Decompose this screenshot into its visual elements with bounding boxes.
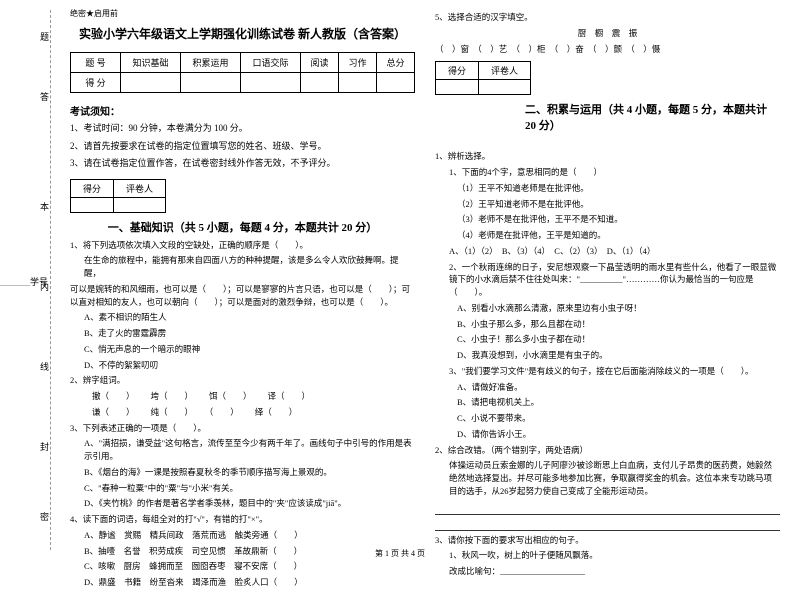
q1-option: D、不停的絮絮叨叨 xyxy=(84,359,415,372)
right-column: 5、选择合适的汉字填空。 厨 橱 震 振 （ ）窗 （ ）艺 （ ）柜 （ ）奋… xyxy=(425,0,790,600)
q2-row: 撤（ ）垮（ ）饵（ ）译（ ） xyxy=(92,390,415,403)
q3-option: D、《夹竹桃》的作者是著名学者季羡林，题目中的"夹"应该读成"jiā"。 xyxy=(84,497,415,510)
sq1-opt: A、请做好准备。 xyxy=(457,381,780,394)
sq1-stem: 1、辨析选择。 xyxy=(435,150,780,163)
score-header: 总分 xyxy=(376,53,414,73)
sq2-text: 体操运动员丘索金娜的儿子阿廖沙被诊断思上白血病，支付儿子昂贵的医药费，她毅然绝然… xyxy=(449,459,780,497)
sq1-options: A、（1）（2） B、（3）（4） C、（2）（3） D、（1）（4） xyxy=(449,245,780,258)
mini-cell[interactable] xyxy=(71,197,114,212)
score-table: 题 号 知识基础 积累运用 口语交际 阅读 习作 总分 得 分 xyxy=(70,52,415,93)
score-header: 习作 xyxy=(339,53,377,73)
mini-cell: 评卷人 xyxy=(114,179,166,197)
sq1-sub: 1、下面的4个字，意思相同的是（ ） xyxy=(449,166,780,179)
sq1-line: （3）老师不是在批评他，王平不是不知道。 xyxy=(457,213,780,226)
seal-line xyxy=(50,10,51,550)
exam-rules: 1、考试时间：90 分钟，本卷满分为 100 分。 2、请首先按要求在试卷的指定… xyxy=(70,122,415,171)
mini-cell: 评卷人 xyxy=(479,62,531,80)
grader-table: 得分评卷人 xyxy=(70,179,166,213)
seal-char: 密 xyxy=(40,510,49,523)
sq1-opt: C、小虫子！那么多小虫子都在动！ xyxy=(457,333,780,346)
left-column: 绝密★启用前 实验小学六年级语文上学期强化训练试卷 新人教版（含答案） 题 号 … xyxy=(60,0,425,600)
q1-option: B、走了火的雷霆霹雳 xyxy=(84,327,415,340)
page-content: 绝密★启用前 实验小学六年级语文上学期强化训练试卷 新人教版（含答案） 题 号 … xyxy=(60,0,790,600)
score-header: 题 号 xyxy=(71,53,121,73)
score-cell: 得 分 xyxy=(71,73,121,93)
q3-option: B、《烟台的海》一课是按照春夏秋冬的季节顺序描写海上景观的。 xyxy=(84,466,415,479)
sq1-line: （1）王平不知道老师是在批评他。 xyxy=(457,182,780,195)
sq3-stem: 3、请你按下面的要求写出相应的句子。 xyxy=(435,534,780,547)
q3-stem: 3、下列表述正确的一项是（ ）。 xyxy=(70,422,415,435)
seal-char: 线 xyxy=(40,360,49,373)
sq3-blank: 改成比喻句：____________________ xyxy=(449,565,780,578)
q4-option: A、静谧 赏赐 精兵间政 落荒而逃 触类旁通（ ） xyxy=(84,529,415,542)
paper-title: 实验小学六年级语文上学期强化训练试卷 新人教版（含答案） xyxy=(70,25,415,42)
seal-char: 答 xyxy=(40,90,49,103)
q1-text: 在生命的旅程中，能拥有那来自四面八方的种种提醒，该是多么令人欢欣鼓舞啊。提醒， xyxy=(84,254,415,280)
score-header: 积累运用 xyxy=(181,53,241,73)
sq1-opt: D、我真没想到，小水滴里是有虫子的。 xyxy=(457,349,780,362)
q5-chars: 厨 橱 震 振 xyxy=(435,27,780,40)
seal-char: 封 xyxy=(40,440,49,453)
q2-row: 谦（ ）纯（ ）（ ）绎（ ） xyxy=(92,406,415,419)
q4-option: D、鼎盛 书籍 纷至沓来 竭泽而渔 脸炙人口（ ） xyxy=(84,576,415,589)
q1-stem: 1、将下列选项依次填入文段的空缺处，正确的顺序是（ ）。 xyxy=(70,239,415,252)
sq1-line: （2）王平知道老师不是在批评他。 xyxy=(457,198,780,211)
q4-option: C、咳嗽 厨房 蜂拥而至 囫囵吞枣 寝不安席（ ） xyxy=(84,560,415,573)
score-cell[interactable] xyxy=(181,73,241,93)
q5-blanks: （ ）窗 （ ）艺 （ ）柜 （ ）奋 （ ）颤 （ ）慑 xyxy=(435,43,780,56)
sq1-opt: B、请把电视机关上。 xyxy=(457,396,780,409)
score-cell[interactable] xyxy=(301,73,339,93)
seal-char: 本 xyxy=(40,200,49,213)
sq1-opt: C、小说不要带来。 xyxy=(457,412,780,425)
q1-option: C、悄无声息的一个暗示的眼神 xyxy=(84,343,415,356)
q3-option: C、"春种一粒粟"中的"粟"与"小米"有关。 xyxy=(84,482,415,495)
sq1-sub2: 2、一个秋雨连绵的日子，安尼想观察一下晶莹透明的雨水里有些什么，他看了一眼显微镜… xyxy=(449,261,780,299)
answer-line[interactable] xyxy=(435,517,780,531)
score-cell[interactable] xyxy=(121,73,181,93)
sq1-line: （4）老师是在批评他，王平是知道的。 xyxy=(457,229,780,242)
q1-option: A、素不相识的陌生人 xyxy=(84,311,415,324)
rule-item: 2、请首先按要求在试卷的指定位置填写您的姓名、班级、学号。 xyxy=(70,140,415,154)
q3-option: A、"满招损，谦受益"这句格言，流传至至今少有两千年了。画线句子中引号的作用是表… xyxy=(84,437,415,463)
mini-cell: 得分 xyxy=(71,179,114,197)
section1-title: 一、基础知识（共 5 小题，每题 4 分，本题共计 20 分） xyxy=(70,219,415,235)
section2-title: 二、积累与运用（共 4 小题，每题 5 分，本题共计 20 分） xyxy=(525,101,780,133)
q4-stem: 4、读下面的词语，每组全对的打"√"，有错的打"×"。 xyxy=(70,513,415,526)
mini-cell[interactable] xyxy=(114,197,166,212)
seal-char: 题 xyxy=(40,30,49,43)
sq1-opt: A、别看小水滴那么清澈，原来里边有小虫子呀！ xyxy=(457,302,780,315)
q2-stem: 2、辨字组词。 xyxy=(70,374,415,387)
q1-text: 可以是婉转的和风细雨，也可以是（ ）；可以是寥寥的片言只语，也可以是（ ）；可以… xyxy=(70,283,415,309)
mini-cell[interactable] xyxy=(436,80,479,95)
score-cell[interactable] xyxy=(339,73,377,93)
sq1-sub3: 3、"我们要学习文件"是有歧义的句子，接在它后面能消除歧义的一项是（ ）。 xyxy=(449,365,780,378)
score-cell[interactable] xyxy=(376,73,414,93)
seal-char: 内 xyxy=(40,280,49,293)
page-footer: 第 1 页 共 4 页 xyxy=(0,548,800,559)
score-header: 口语交际 xyxy=(241,53,301,73)
sq1-opt: B、小虫子那么多，那么且都在动！ xyxy=(457,318,780,331)
q5-stem: 5、选择合适的汉字填空。 xyxy=(435,11,780,24)
sq1-opt: D、请你告诉小王。 xyxy=(457,428,780,441)
answer-line[interactable] xyxy=(435,501,780,515)
mini-cell[interactable] xyxy=(479,80,531,95)
rules-title: 考试须知： xyxy=(70,103,415,118)
grader-table-2: 得分评卷人 xyxy=(435,61,531,95)
rule-item: 3、请在试卷指定位置作答，在试卷密封线外作答无效，不予评分。 xyxy=(70,157,415,171)
mini-cell: 得分 xyxy=(436,62,479,80)
rule-item: 1、考试时间：90 分钟，本卷满分为 100 分。 xyxy=(70,122,415,136)
sq2-stem: 2、综合改错。（两个错别字，两处语病） xyxy=(435,444,780,457)
score-header: 知识基础 xyxy=(121,53,181,73)
score-header: 阅读 xyxy=(301,53,339,73)
score-cell[interactable] xyxy=(241,73,301,93)
confidential-mark: 绝密★启用前 xyxy=(70,8,415,19)
